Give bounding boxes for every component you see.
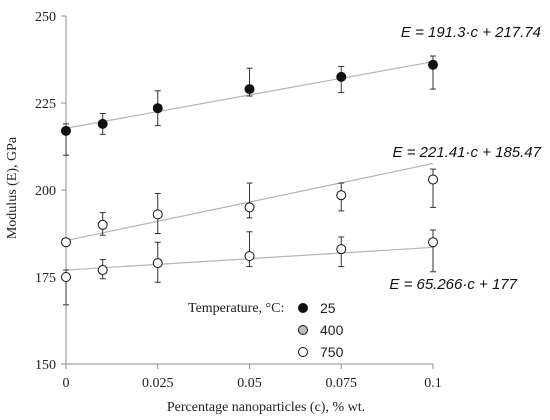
legend-marker [298,347,308,357]
data-point-series-0 [152,103,163,114]
x-tick-label: 0.05 [237,376,262,391]
labels: Percentage nanoparticles (c), % wt. Modu… [5,24,542,415]
data-point-series-1 [428,174,438,185]
data-point-series-2 [336,244,347,255]
x-axis-label: Percentage nanoparticles (c), % wt. [167,400,365,415]
legend-entry: 750 [320,344,344,360]
x-tick-label: 0.025 [142,376,174,391]
fit-label-400: E = 221.41·c + 185.47 [393,144,542,161]
y-tick-label: 150 [35,358,56,373]
data-point-series-2 [428,237,438,248]
legend-entry: 25 [320,300,336,316]
data-point-series-0 [244,84,255,95]
legend-marker [298,303,308,313]
data-point-series-1 [244,202,255,213]
data-point-series-0 [336,71,347,82]
data-point-series-2 [97,265,108,276]
data-point-series-2 [152,258,163,269]
data-point-series-1 [152,209,163,220]
data-point-series-1 [336,190,347,201]
data-point-series-0 [428,59,438,70]
x-tick-label: 0 [63,376,70,391]
data-point-series-0 [61,125,71,136]
y-tick-label: 200 [35,184,56,199]
data-point-series-0 [97,118,108,129]
y-tick-label: 225 [35,97,56,112]
x-tick-label: 0.075 [326,376,358,391]
data-point-series-2 [61,272,71,282]
data-point-series-1 [61,237,71,248]
legend-entry: 400 [320,322,344,338]
data-point-series-1 [97,219,108,230]
data-points [61,59,438,282]
legend-title: Temperature, °C: [188,301,284,316]
axes: 150 175 200 225 250 0 0.025 0.05 0.075 0.1 [35,10,442,391]
y-tick-label: 250 [35,10,56,25]
data-point-series-2 [244,251,255,262]
fit-label-750: E = 65.266·c + 177 [389,276,517,293]
y-tick-label: 175 [35,271,56,286]
y-axis-label: Modulus (E), GPa [5,136,20,239]
legend: 25 400 750 [298,300,344,360]
legend-marker [298,325,308,335]
x-tick-label: 0.1 [424,376,442,391]
fit-label-25: E = 191.3·c + 217.74 [401,24,541,41]
